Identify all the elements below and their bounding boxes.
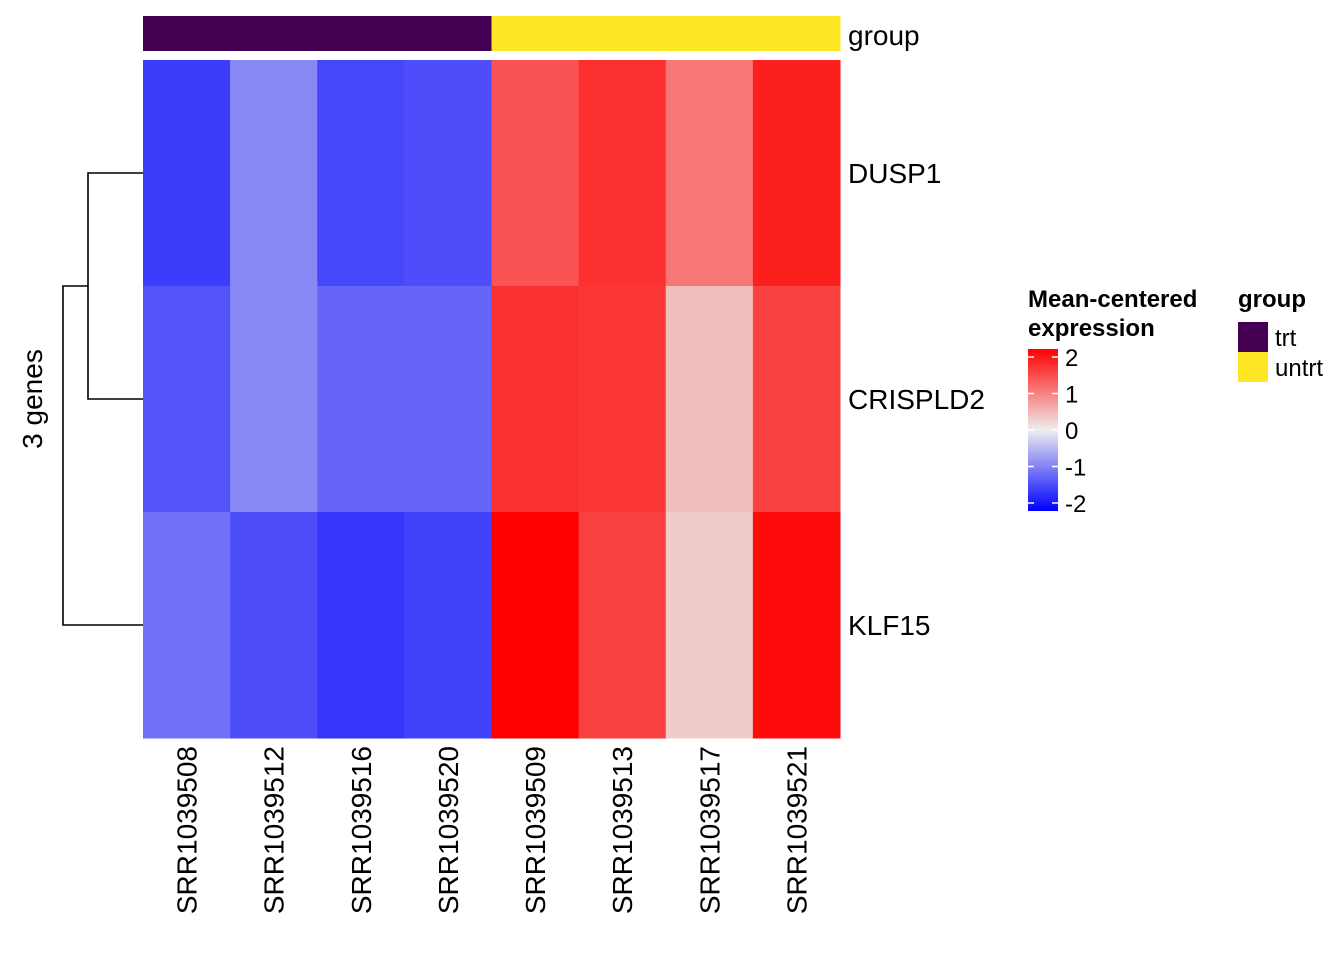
color-scale-tick-label: -2 — [1065, 491, 1086, 518]
dendrogram-branch — [62, 285, 143, 626]
heatmap-cell — [404, 60, 492, 287]
row-title: 3 genes — [17, 349, 48, 449]
group-legend-title: group — [1238, 286, 1306, 313]
annotation-cell-trt — [404, 16, 492, 51]
heatmap-cells — [143, 60, 841, 739]
column-label: SRR1039508 — [172, 746, 203, 914]
heatmap-cell — [491, 286, 580, 513]
annotation-cell-untrt — [752, 16, 841, 51]
heatmap-cell — [404, 286, 492, 513]
heatmap-cell — [143, 60, 231, 287]
heatmap-cell — [578, 286, 667, 513]
heatmap-cell — [491, 512, 580, 739]
annotation-cell-trt — [230, 16, 318, 51]
annotation-cell-untrt — [491, 16, 580, 51]
column-label: SRR1039516 — [346, 746, 377, 914]
color-legend-title: Mean-centered — [1028, 286, 1197, 313]
annotation-cell-trt — [317, 16, 405, 51]
column-label: SRR1039520 — [433, 746, 464, 914]
color-scale-tick-label: 1 — [1065, 382, 1078, 409]
heatmap-cell — [578, 512, 667, 739]
heatmap-cell — [752, 60, 841, 287]
heatmap-cell — [143, 286, 231, 513]
group-legend-label: trt — [1275, 325, 1297, 352]
heatmap-cell — [230, 512, 318, 739]
row-label: KLF15 — [848, 610, 931, 641]
annotation-cell-trt — [143, 16, 231, 51]
heatmap-cell — [665, 60, 754, 287]
heatmap-cell — [404, 512, 492, 739]
column-label: SRR1039512 — [259, 746, 290, 914]
group-legend-label: untrt — [1275, 355, 1323, 382]
heatmap-cell — [578, 60, 667, 287]
heatmap-cell — [665, 286, 754, 513]
column-label: SRR1039509 — [520, 746, 551, 914]
heatmap-cell — [143, 512, 231, 739]
row-label: DUSP1 — [848, 158, 941, 189]
heatmap-cell — [317, 286, 405, 513]
group-annotation-bar: group — [143, 16, 920, 51]
axis-labels: DUSP1 CRISPLD2 KLF15 SRR1039508 SRR1039512 SR… — [17, 158, 985, 914]
heatmap-cell — [230, 60, 318, 287]
column-label: SRR1039521 — [781, 746, 812, 914]
group-legend-swatch-untrt — [1238, 352, 1268, 382]
annotation-cell-untrt — [578, 16, 667, 51]
color-scale-tick-label: -1 — [1065, 455, 1086, 482]
heatmap-cell — [230, 286, 318, 513]
heatmap-cell — [752, 286, 841, 513]
row-dendrogram — [62, 172, 143, 626]
color-scale-tick-label: 2 — [1065, 345, 1078, 372]
column-label: SRR1039513 — [607, 746, 638, 914]
group-legend-swatch-trt — [1238, 322, 1268, 352]
row-label: CRISPLD2 — [848, 384, 985, 415]
heatmap-cell — [491, 60, 580, 287]
heatmap-cell — [317, 60, 405, 287]
color-legend-title: expression — [1028, 315, 1155, 342]
heatmap-cell — [665, 512, 754, 739]
dendrogram-branch — [87, 172, 143, 400]
annotation-cell-untrt — [665, 16, 754, 51]
column-label: SRR1039517 — [694, 746, 725, 914]
heatmap-cell — [317, 512, 405, 739]
color-scale-tick-label: 0 — [1065, 418, 1078, 445]
heatmap-cell — [752, 512, 841, 739]
annotation-label: group — [848, 20, 920, 51]
